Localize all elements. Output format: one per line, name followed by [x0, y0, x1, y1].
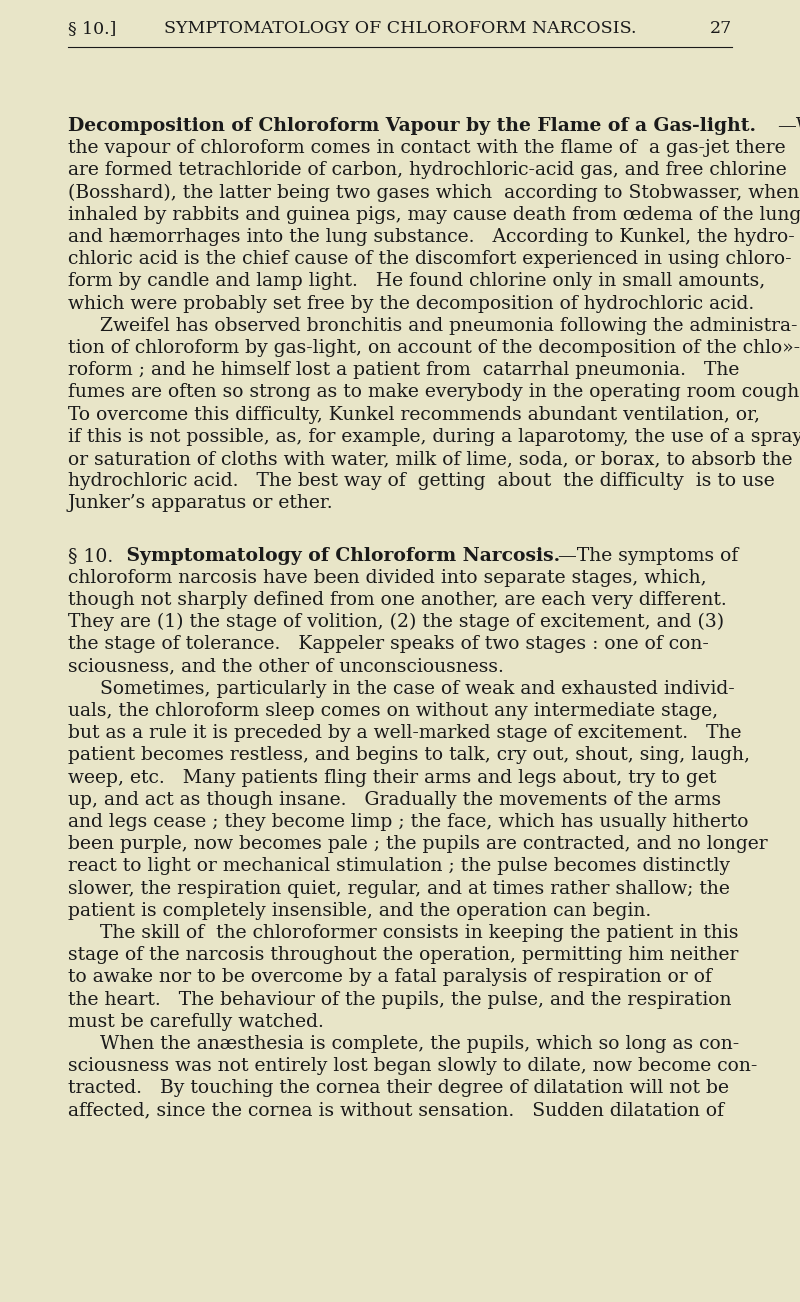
Text: and legs cease ; they become limp ; the face, which has usually hitherto: and legs cease ; they become limp ; the … [68, 812, 749, 831]
Text: roform ; and he himself lost a patient from  catarrhal pneumonia.   The: roform ; and he himself lost a patient f… [68, 361, 739, 379]
Text: but as a rule it is preceded by a well-marked stage of excitement.   The: but as a rule it is preceded by a well-m… [68, 724, 742, 742]
Text: patient is completely insensible, and the operation can begin.: patient is completely insensible, and th… [68, 902, 651, 919]
Text: which were probably set free by the decomposition of hydrochloric acid.: which were probably set free by the deco… [68, 294, 754, 312]
Text: sciousness, and the other of unconsciousness.: sciousness, and the other of unconscious… [68, 658, 504, 676]
Text: form by candle and lamp light.   He found chlorine only in small amounts,: form by candle and lamp light. He found … [68, 272, 766, 290]
Text: patient becomes restless, and begins to talk, cry out, shout, sing, laugh,: patient becomes restless, and begins to … [68, 746, 750, 764]
Text: are formed tetrachloride of carbon, hydrochloric-acid gas, and free chlorine: are formed tetrachloride of carbon, hydr… [68, 161, 786, 180]
Text: hydrochloric acid.   The best way of  getting  about  the difficulty  is to use: hydrochloric acid. The best way of getti… [68, 473, 774, 490]
Text: (Bosshard), the latter being two gases which  according to Stobwasser, when: (Bosshard), the latter being two gases w… [68, 184, 799, 202]
Text: sciousness was not entirely lost began slowly to dilate, now become con-: sciousness was not entirely lost began s… [68, 1057, 758, 1075]
Text: react to light or mechanical stimulation ; the pulse becomes distinctly: react to light or mechanical stimulation… [68, 858, 730, 875]
Text: tracted.   By touching the cornea their degree of dilatation will not be: tracted. By touching the cornea their de… [68, 1079, 729, 1098]
Text: slower, the respiration quiet, regular, and at times rather shallow; the: slower, the respiration quiet, regular, … [68, 880, 730, 897]
Text: weep, etc.   Many patients fling their arms and legs about, try to get: weep, etc. Many patients fling their arm… [68, 768, 716, 786]
Text: SYMPTOMATOLOGY OF CHLOROFORM NARCOSIS.: SYMPTOMATOLOGY OF CHLOROFORM NARCOSIS. [164, 20, 636, 36]
Text: Symptomatology of Chloroform Narcosis.: Symptomatology of Chloroform Narcosis. [119, 547, 560, 565]
Text: tion of chloroform by gas-light, on account of the decomposition of the chlo»-: tion of chloroform by gas-light, on acco… [68, 339, 800, 357]
Text: or saturation of cloths with water, milk of lime, soda, or borax, to absorb the: or saturation of cloths with water, milk… [68, 450, 793, 467]
Text: and hæmorrhages into the lung substance.   According to Kunkel, the hydro-: and hæmorrhages into the lung substance.… [68, 228, 794, 246]
Text: The skill of  the chloroformer consists in keeping the patient in this: The skill of the chloroformer consists i… [100, 924, 738, 943]
Text: They are (1) the stage of volition, (2) the stage of excitement, and (3): They are (1) the stage of volition, (2) … [68, 613, 724, 631]
Text: the vapour of chloroform comes in contact with the flame of  a gas-jet there: the vapour of chloroform comes in contac… [68, 139, 786, 158]
Text: To overcome this difficulty, Kunkel recommends abundant ventilation, or,: To overcome this difficulty, Kunkel reco… [68, 406, 760, 423]
Text: been purple, now becomes pale ; the pupils are contracted, and no longer: been purple, now becomes pale ; the pupi… [68, 835, 768, 853]
Text: stage of the narcosis throughout the operation, permitting him neither: stage of the narcosis throughout the ope… [68, 947, 738, 965]
Text: § 10.: § 10. [68, 547, 114, 565]
Text: though not sharply defined from one another, are each very different.: though not sharply defined from one anot… [68, 591, 726, 609]
Text: chloroform narcosis have been divided into separate stages, which,: chloroform narcosis have been divided in… [68, 569, 706, 587]
Text: if this is not possible, as, for example, during a laparotomy, the use of a spra: if this is not possible, as, for example… [68, 428, 800, 445]
Text: Sometimes, particularly in the case of weak and exhausted individ-: Sometimes, particularly in the case of w… [100, 680, 734, 698]
Text: 27: 27 [710, 20, 732, 36]
Text: inhaled by rabbits and guinea pigs, may cause death from œdema of the lungs: inhaled by rabbits and guinea pigs, may … [68, 206, 800, 224]
Text: § 10.]: § 10.] [68, 20, 116, 36]
Text: up, and act as though insane.   Gradually the movements of the arms: up, and act as though insane. Gradually … [68, 790, 721, 809]
Text: —The symptoms of: —The symptoms of [558, 547, 738, 565]
Text: the heart.   The behaviour of the pupils, the pulse, and the respiration: the heart. The behaviour of the pupils, … [68, 991, 731, 1009]
Text: to awake nor to be overcome by a fatal paralysis of respiration or of: to awake nor to be overcome by a fatal p… [68, 969, 712, 987]
Text: When the anæsthesia is complete, the pupils, which so long as con-: When the anæsthesia is complete, the pup… [100, 1035, 739, 1053]
Text: Decomposition of Chloroform Vapour by the Flame of a Gas-light.: Decomposition of Chloroform Vapour by th… [68, 117, 756, 135]
Text: uals, the chloroform sleep comes on without any intermediate stage,: uals, the chloroform sleep comes on with… [68, 702, 718, 720]
Text: must be carefully watched.: must be carefully watched. [68, 1013, 324, 1031]
Text: the stage of tolerance.   Kappeler speaks of two stages : one of con-: the stage of tolerance. Kappeler speaks … [68, 635, 709, 654]
Text: affected, since the cornea is without sensation.   Sudden dilatation of: affected, since the cornea is without se… [68, 1101, 724, 1120]
Text: Junker’s apparatus or ether.: Junker’s apparatus or ether. [68, 495, 334, 513]
Text: chloric acid is the chief cause of the discomfort experienced in using chloro-: chloric acid is the chief cause of the d… [68, 250, 792, 268]
Text: Zweifel has observed bronchitis and pneumonia following the administra-: Zweifel has observed bronchitis and pneu… [100, 316, 798, 335]
Text: fumes are often so strong as to make everybody in the operating room cough.: fumes are often so strong as to make eve… [68, 383, 800, 401]
Text: —When: —When [777, 117, 800, 135]
